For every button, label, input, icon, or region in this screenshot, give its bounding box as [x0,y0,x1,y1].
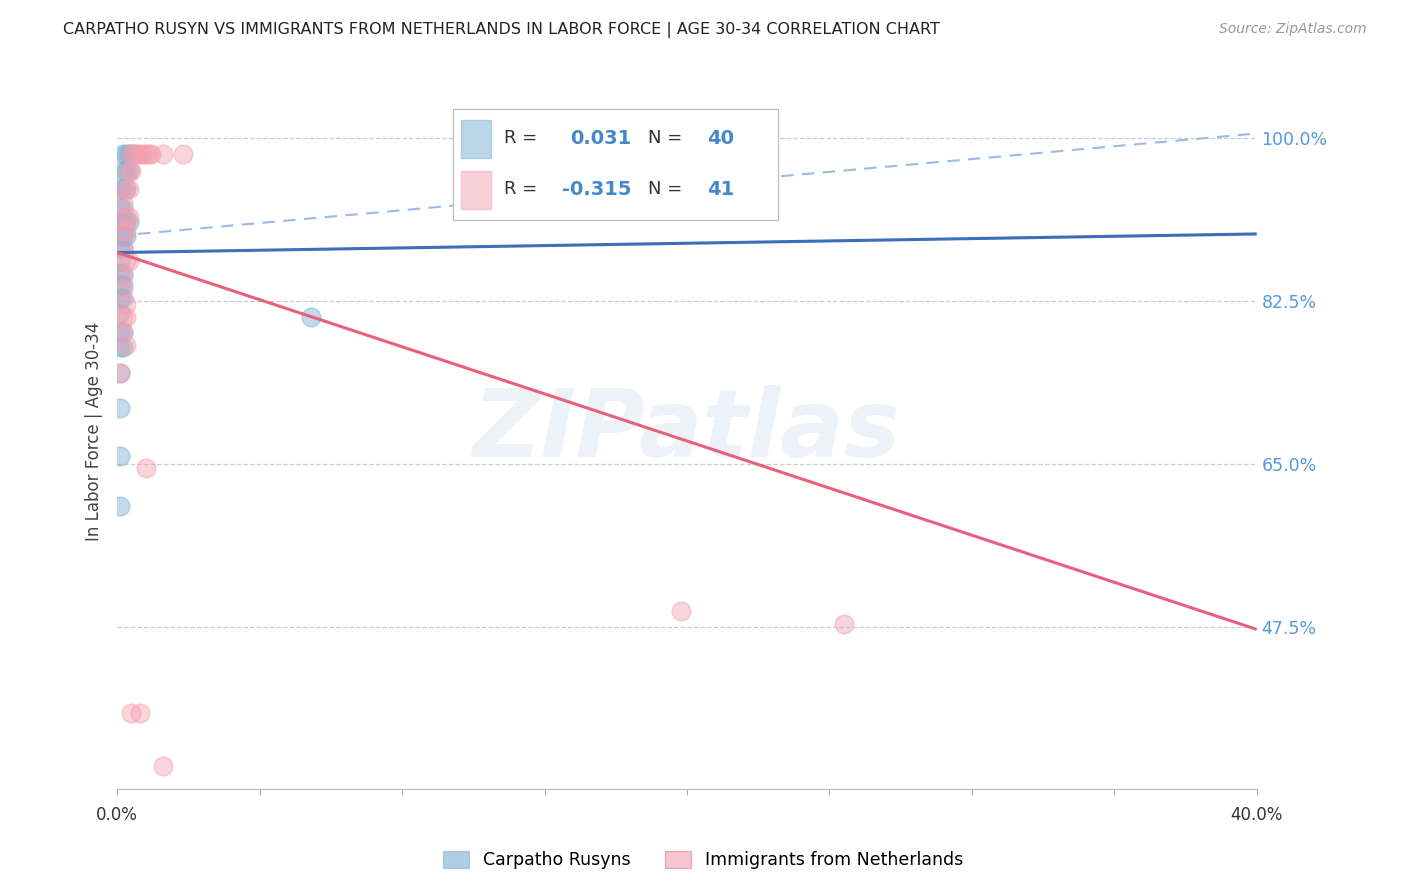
Point [108,306,131,320]
Point [111,310,134,324]
Point [111,182,134,196]
Text: Source: ZipAtlas.com: Source: ZipAtlas.com [1219,22,1367,37]
Point [114,215,136,229]
Point [108,228,131,243]
Point [108,325,131,339]
Point [152,759,174,773]
Point [111,201,134,215]
Point [111,341,134,355]
Point [127,147,149,161]
Point [138,147,160,161]
Point [111,224,134,238]
Point [111,241,134,255]
Point [114,147,136,161]
Point [114,337,136,351]
Point [117,163,139,178]
Point [111,268,134,283]
Point [129,147,152,161]
Point [114,310,136,324]
Point [120,147,142,161]
Point [111,325,134,339]
Point [132,147,155,161]
Point [111,163,134,178]
Point [114,297,136,311]
Text: 0.0%: 0.0% [96,806,138,824]
Point [108,291,131,305]
Point [111,266,134,280]
Point [135,461,157,475]
Point [111,241,134,255]
Point [120,706,142,720]
Point [114,254,136,268]
Point [108,254,131,268]
Point [111,291,134,305]
Text: CARPATHO RUSYN VS IMMIGRANTS FROM NETHERLANDS IN LABOR FORCE | AGE 30-34 CORRELA: CARPATHO RUSYN VS IMMIGRANTS FROM NETHER… [63,22,941,38]
Point [111,196,134,211]
Point [114,182,136,196]
Point [108,341,131,355]
Point [120,147,142,161]
Legend: Carpatho Rusyns, Immigrants from Netherlands: Carpatho Rusyns, Immigrants from Netherl… [436,844,970,876]
Point [117,254,139,268]
Point [117,215,139,229]
Point [108,366,131,380]
Point [129,706,152,720]
Point [111,215,134,229]
Point [117,182,139,196]
Point [671,604,693,618]
Point [108,278,131,293]
Point [117,210,139,224]
Point [117,163,139,178]
Point [108,450,131,464]
Point [108,201,131,215]
Point [108,499,131,513]
Point [114,163,136,178]
Point [172,147,194,161]
Point [108,401,131,415]
Point [111,282,134,296]
Point [111,228,134,243]
Point [111,278,134,293]
Point [111,147,134,161]
Point [108,266,131,280]
Point [108,241,131,255]
Point [120,163,142,178]
Point [114,224,136,238]
Point [114,210,136,224]
Point [114,182,136,196]
Point [111,325,134,339]
Y-axis label: In Labor Force | Age 30-34: In Labor Force | Age 30-34 [86,322,103,541]
Point [124,147,146,161]
Text: 40.0%: 40.0% [1230,806,1282,824]
Point [832,616,855,631]
Point [117,147,139,161]
Point [108,182,131,196]
Point [108,215,131,229]
Point [108,366,131,380]
Point [124,147,146,161]
Point [141,147,163,161]
Point [299,310,322,324]
Text: ZIPatlas: ZIPatlas [472,385,901,477]
Point [152,147,174,161]
Point [135,147,157,161]
Point [114,228,136,243]
